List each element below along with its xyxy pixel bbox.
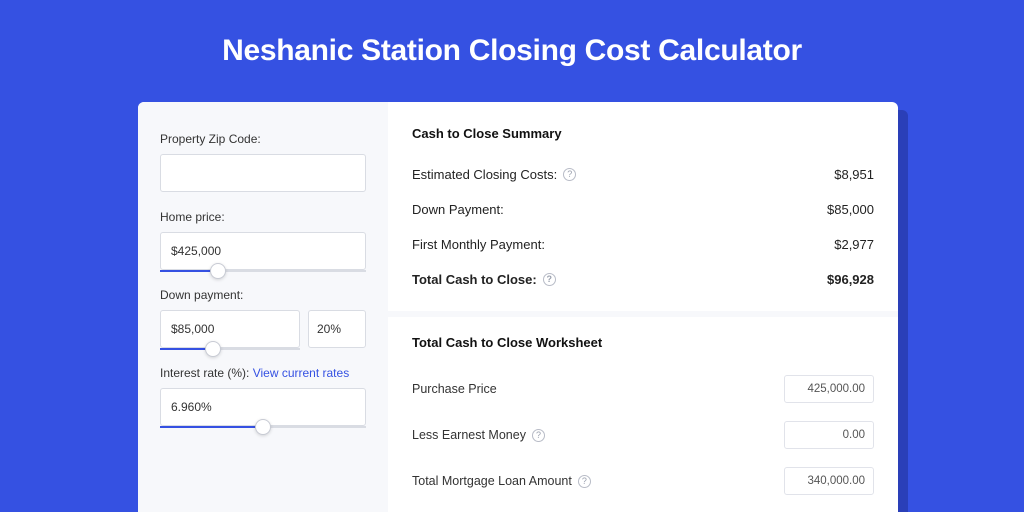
summary-row-value: $96,928 [827, 272, 874, 287]
input-panel: Property Zip Code: Home price: Down paym… [138, 102, 388, 512]
worksheet-row-label: Total Mortgage Loan Amount [412, 474, 572, 488]
home-price-label: Home price: [160, 210, 366, 224]
down-payment-slider[interactable] [160, 310, 300, 348]
help-icon[interactable]: ? [532, 429, 545, 442]
summary-row-value: $2,977 [834, 237, 874, 252]
worksheet-row-value[interactable] [784, 375, 874, 403]
down-payment-input[interactable] [160, 310, 300, 348]
home-price-field: Home price: [160, 210, 366, 270]
zip-input[interactable] [160, 154, 366, 192]
summary-row-value: $85,000 [827, 202, 874, 217]
help-icon[interactable]: ? [578, 475, 591, 488]
interest-label: Interest rate (%): View current rates [160, 366, 366, 380]
zip-label: Property Zip Code: [160, 132, 366, 146]
summary-row: Down Payment: $85,000 [412, 192, 874, 227]
down-payment-percent-input[interactable] [308, 310, 366, 348]
worksheet-row: Purchase Price [412, 366, 874, 412]
interest-slider[interactable] [160, 388, 366, 426]
summary-row: Estimated Closing Costs: ? $8,951 [412, 157, 874, 192]
down-payment-field: Down payment: [160, 288, 366, 348]
calculator-card: Property Zip Code: Home price: Down paym… [138, 102, 898, 512]
down-payment-label: Down payment: [160, 288, 366, 302]
worksheet-row-label: Purchase Price [412, 382, 497, 396]
worksheet-row: Total Mortgage Loan Amount ? [412, 458, 874, 504]
slider-thumb[interactable] [205, 341, 221, 357]
slider-thumb[interactable] [255, 419, 271, 435]
worksheet-row-value[interactable] [784, 467, 874, 495]
summary-row-label: First Monthly Payment: [412, 237, 545, 252]
view-rates-link[interactable]: View current rates [253, 366, 350, 380]
summary-row: First Monthly Payment: $2,977 [412, 227, 874, 262]
interest-field: Interest rate (%): View current rates [160, 366, 366, 426]
slider-fill [160, 426, 263, 428]
summary-row-value: $8,951 [834, 167, 874, 182]
worksheet-row-label: Less Earnest Money [412, 428, 526, 442]
interest-label-text: Interest rate (%): [160, 366, 253, 380]
zip-field: Property Zip Code: [160, 132, 366, 192]
home-price-input[interactable] [160, 232, 366, 270]
summary-row-total: Total Cash to Close: ? $96,928 [412, 262, 874, 297]
worksheet-row-value[interactable] [784, 421, 874, 449]
worksheet-row: Total Second Mortgage Amount ? [412, 504, 874, 512]
home-price-slider[interactable] [160, 232, 366, 270]
help-icon[interactable]: ? [563, 168, 576, 181]
section-divider [388, 311, 898, 317]
worksheet-title: Total Cash to Close Worksheet [412, 335, 874, 350]
worksheet-row: Less Earnest Money ? [412, 412, 874, 458]
slider-thumb[interactable] [210, 263, 226, 279]
results-panel: Cash to Close Summary Estimated Closing … [388, 102, 898, 512]
summary-row-label: Down Payment: [412, 202, 504, 217]
help-icon[interactable]: ? [543, 273, 556, 286]
page-title: Neshanic Station Closing Cost Calculator [0, 0, 1024, 68]
summary-title: Cash to Close Summary [412, 126, 874, 141]
summary-row-label: Estimated Closing Costs: [412, 167, 557, 182]
summary-row-label: Total Cash to Close: [412, 272, 537, 287]
